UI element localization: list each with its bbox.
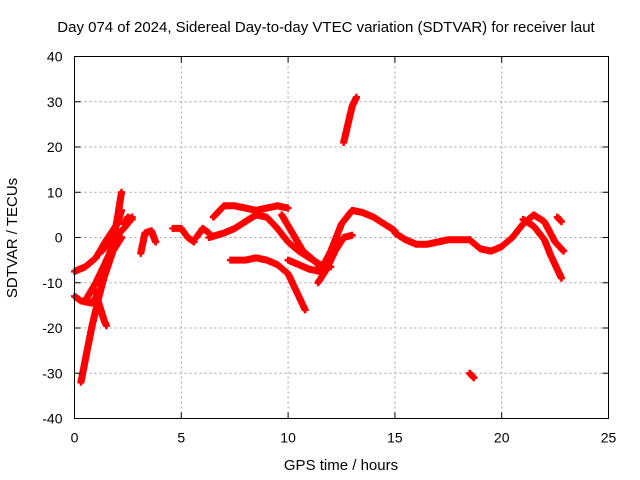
data-point-markers [314,231,356,287]
y-tick-label: 20 [47,139,63,155]
x-tick-label: 0 [71,430,79,446]
data-point-markers [466,211,568,255]
chart-title: Day 074 of 2024, Sidereal Day-to-day VTE… [57,19,595,36]
x-tick-label: 20 [494,430,510,446]
y-tick-label: 40 [47,49,63,65]
data-points [71,93,568,386]
data-series [340,93,360,146]
data-point-markers [391,229,474,248]
y-tick-label: 0 [55,230,63,246]
data-series [519,215,565,282]
y-axis-label: SDTVAR / TECUs [4,178,21,298]
y-tick-label: -30 [42,365,62,381]
data-point-markers [278,211,326,273]
data-point-markers [226,254,309,314]
y-tick-label: -10 [42,275,62,291]
x-tick-label: 10 [280,430,296,446]
data-point-markers [519,215,565,282]
data-point-markers [92,288,110,330]
axis-ticks: 0 5 10 15 20 25 -40 -30 -20 -10 0 10 20 30 40 [42,49,616,446]
x-tick-label: 15 [387,430,403,446]
data-series [81,234,121,305]
data-point-markers [340,93,360,146]
data-series [391,229,474,248]
x-tick-label: 25 [601,430,617,446]
data-point-markers [209,202,292,221]
data-point-markers [284,206,399,275]
data-series [226,254,309,314]
data-point-markers [466,369,478,382]
x-tick-label: 5 [177,430,185,446]
data-series [137,227,160,257]
data-series [192,224,213,241]
data-point-markers [81,234,121,305]
data-series [466,369,478,382]
x-axis-label: GPS time / hours [284,457,398,474]
data-series [120,213,136,228]
y-tick-label: -20 [42,320,62,336]
data-point-markers [120,213,136,228]
data-point-markers [137,227,160,257]
data-point-markers [192,224,213,241]
data-series [278,211,326,273]
data-point-markers [169,224,198,246]
data-series [92,288,110,330]
y-tick-label: 10 [47,184,63,200]
data-series [314,231,356,287]
data-series [284,206,399,275]
data-series [553,213,565,226]
y-tick-label: 30 [47,94,63,110]
data-point-markers [553,213,565,226]
data-series [466,211,568,255]
data-series [169,224,198,246]
y-tick-label: -40 [42,411,62,427]
data-series [209,202,292,221]
